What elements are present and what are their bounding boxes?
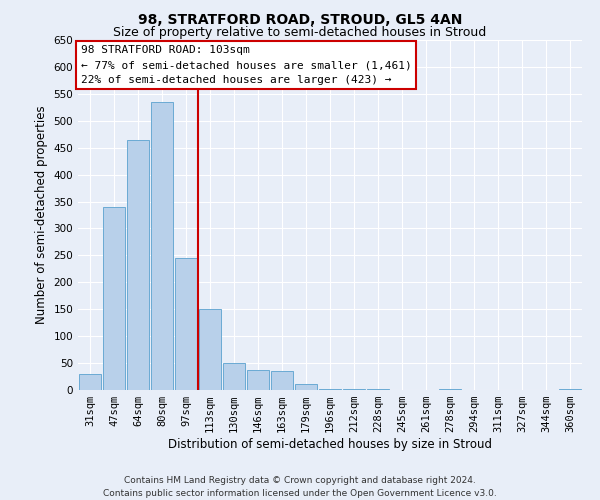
Bar [79,374,101,390]
Text: 98, STRATFORD ROAD, STROUD, GL5 4AN: 98, STRATFORD ROAD, STROUD, GL5 4AN [138,12,462,26]
X-axis label: Distribution of semi-detached houses by size in Stroud: Distribution of semi-detached houses by … [168,438,492,451]
Text: Size of property relative to semi-detached houses in Stroud: Size of property relative to semi-detach… [113,26,487,39]
Bar [199,309,221,390]
Text: 98 STRATFORD ROAD: 103sqm
← 77% of semi-detached houses are smaller (1,461)
22% : 98 STRATFORD ROAD: 103sqm ← 77% of semi-… [80,46,411,85]
Bar [271,370,293,390]
Bar [175,258,197,390]
Bar [127,140,149,390]
Bar [103,207,125,390]
Bar [151,102,173,390]
Y-axis label: Number of semi-detached properties: Number of semi-detached properties [35,106,48,324]
Bar [319,389,341,390]
Text: Contains HM Land Registry data © Crown copyright and database right 2024.
Contai: Contains HM Land Registry data © Crown c… [103,476,497,498]
Bar [295,384,317,390]
Bar [223,363,245,390]
Bar [559,389,581,390]
Bar [247,370,269,390]
